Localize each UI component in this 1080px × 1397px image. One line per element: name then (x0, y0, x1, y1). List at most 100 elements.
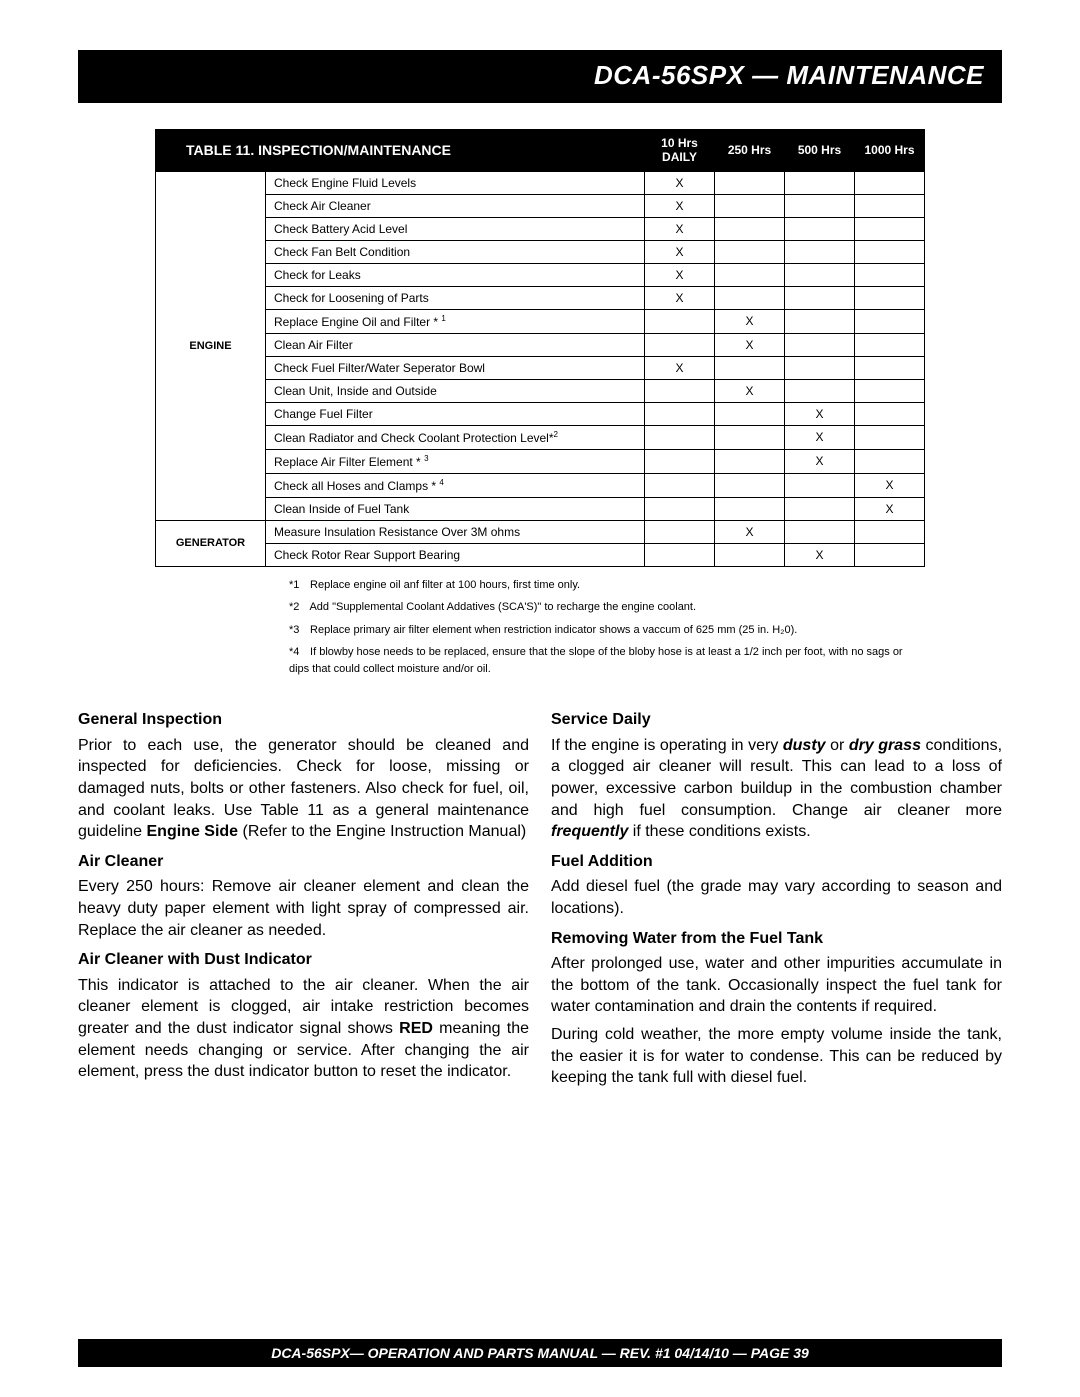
para-fuel-addition: Add diesel fuel (the grade may vary acco… (551, 876, 1002, 919)
mark-cell (855, 520, 925, 543)
table-row: Clean Unit, Inside and OutsideX (156, 379, 925, 402)
para-removing-water-2: During cold weather, the more empty volu… (551, 1024, 1002, 1089)
mark-cell (855, 333, 925, 356)
mark-cell (855, 240, 925, 263)
para-dust-indicator: This indicator is attached to the air cl… (78, 975, 529, 1083)
mark-cell: X (715, 333, 785, 356)
mark-cell: X (785, 402, 855, 425)
mark-cell (785, 240, 855, 263)
mark-cell: X (645, 171, 715, 194)
table-row: Replace Engine Oil and Filter * 1X (156, 309, 925, 333)
mark-cell (715, 171, 785, 194)
table-row: Clean Inside of Fuel TankX (156, 497, 925, 520)
mark-cell: X (855, 473, 925, 497)
table-row: Clean Radiator and Check Coolant Protect… (156, 425, 925, 449)
mark-cell: X (645, 263, 715, 286)
task-cell: Clean Radiator and Check Coolant Protect… (266, 425, 645, 449)
table-row: Replace Air Filter Element * 3 X (156, 449, 925, 473)
task-cell: Check Battery Acid Level (266, 217, 645, 240)
table-row: Check Fan Belt ConditionX (156, 240, 925, 263)
table-row: ENGINECheck Engine Fluid LevelsX (156, 171, 925, 194)
task-cell: Check Rotor Rear Support Bearing (266, 543, 645, 566)
task-cell: Check for Leaks (266, 263, 645, 286)
mark-cell (855, 379, 925, 402)
mark-cell (715, 240, 785, 263)
table-row: Check Fuel Filter/Water Seperator BowlX (156, 356, 925, 379)
footnote: *4 If blowby hose needs to be replaced, … (289, 644, 925, 677)
task-cell: Replace Engine Oil and Filter * 1 (266, 309, 645, 333)
mark-cell (645, 473, 715, 497)
mark-cell (785, 356, 855, 379)
mark-cell (645, 402, 715, 425)
col-500: 500 Hrs (785, 130, 855, 172)
mark-cell (855, 171, 925, 194)
mark-cell (855, 402, 925, 425)
mark-cell (785, 309, 855, 333)
mark-cell (785, 286, 855, 309)
mark-cell (785, 333, 855, 356)
category-cell: GENERATOR (156, 520, 266, 566)
mark-cell: X (785, 449, 855, 473)
mark-cell: X (645, 217, 715, 240)
mark-cell (855, 356, 925, 379)
table-row: Clean Air Filter X (156, 333, 925, 356)
mark-cell (855, 263, 925, 286)
table-row: Check all Hoses and Clamps * 4 X (156, 473, 925, 497)
mark-cell: X (645, 356, 715, 379)
mark-cell (645, 425, 715, 449)
task-cell: Check Fuel Filter/Water Seperator Bowl (266, 356, 645, 379)
task-cell: Check all Hoses and Clamps * 4 (266, 473, 645, 497)
mark-cell (855, 286, 925, 309)
mark-cell (715, 194, 785, 217)
mark-cell (645, 543, 715, 566)
mark-cell: X (645, 240, 715, 263)
mark-cell (785, 473, 855, 497)
task-cell: Check for Loosening of Parts (266, 286, 645, 309)
task-cell: Clean Air Filter (266, 333, 645, 356)
mark-cell (785, 194, 855, 217)
mark-cell (855, 309, 925, 333)
mark-cell: X (855, 497, 925, 520)
mark-cell (715, 356, 785, 379)
table-row: Check Air CleanerX (156, 194, 925, 217)
col-daily: 10 HrsDAILY (645, 130, 715, 172)
footnote: *2 Add "Supplemental Coolant Addatives (… (289, 599, 925, 616)
para-service-daily: If the engine is operating in very dusty… (551, 735, 1002, 843)
table-row: Change Fuel FilterX (156, 402, 925, 425)
maintenance-table: TABLE 11. INSPECTION/MAINTENANCE 10 HrsD… (155, 129, 925, 567)
col-250: 250 Hrs (715, 130, 785, 172)
mark-cell (785, 217, 855, 240)
heading-removing-water: Removing Water from the Fuel Tank (551, 928, 1002, 950)
maintenance-table-wrap: TABLE 11. INSPECTION/MAINTENANCE 10 HrsD… (155, 129, 925, 567)
mark-cell (715, 425, 785, 449)
mark-cell (855, 449, 925, 473)
mark-cell (785, 263, 855, 286)
task-cell: Replace Air Filter Element * 3 (266, 449, 645, 473)
task-cell: Check Fan Belt Condition (266, 240, 645, 263)
mark-cell: X (645, 194, 715, 217)
heading-general-inspection: General Inspection (78, 709, 529, 731)
mark-cell (645, 333, 715, 356)
category-cell: ENGINE (156, 171, 266, 520)
left-column: General Inspection Prior to each use, th… (78, 701, 529, 1093)
heading-fuel-addition: Fuel Addition (551, 851, 1002, 873)
mark-cell (715, 217, 785, 240)
mark-cell (855, 194, 925, 217)
table-row: Check for Loosening of PartsX (156, 286, 925, 309)
mark-cell (645, 520, 715, 543)
para-air-cleaner: Every 250 hours: Remove air cleaner elem… (78, 876, 529, 941)
page-footer: DCA-56SPX— OPERATION AND PARTS MANUAL — … (78, 1339, 1002, 1367)
task-cell: Check Engine Fluid Levels (266, 171, 645, 194)
mark-cell (645, 379, 715, 402)
table-row: Check Battery Acid LevelX (156, 217, 925, 240)
mark-cell (855, 425, 925, 449)
mark-cell (645, 449, 715, 473)
mark-cell (715, 473, 785, 497)
mark-cell: X (785, 425, 855, 449)
heading-dust-indicator: Air Cleaner with Dust Indicator (78, 949, 529, 971)
page-header: DCA-56SPX — MAINTENANCE (78, 50, 1002, 103)
body-columns: General Inspection Prior to each use, th… (78, 701, 1002, 1093)
col-1000: 1000 Hrs (855, 130, 925, 172)
mark-cell (715, 497, 785, 520)
task-cell: Measure Insulation Resistance Over 3M oh… (266, 520, 645, 543)
